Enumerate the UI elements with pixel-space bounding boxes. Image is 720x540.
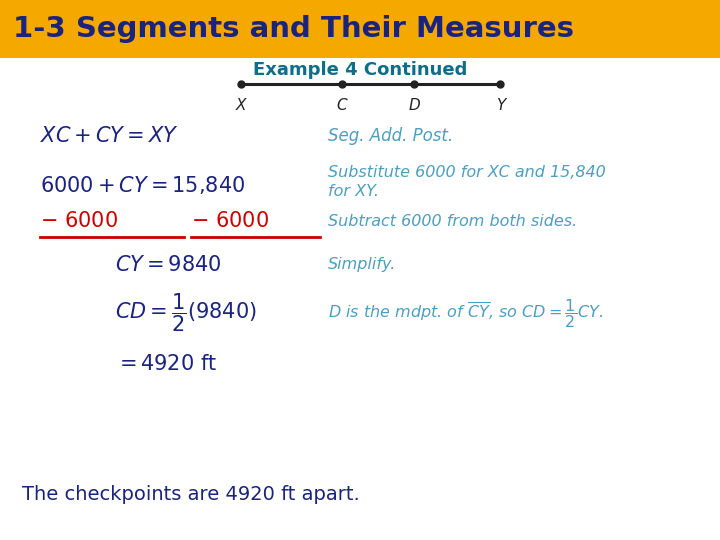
Bar (0, 0, 720, 58)
Text: D: D (408, 98, 420, 113)
Text: Y: Y (495, 98, 505, 113)
Text: Substitute 6000 for XC and 15,840: Substitute 6000 for XC and 15,840 (328, 165, 606, 180)
Text: Subtract 6000 from both sides.: Subtract 6000 from both sides. (328, 214, 577, 229)
Text: X: X (236, 98, 246, 113)
Text: $-\ 6000$: $-\ 6000$ (191, 211, 269, 232)
Text: $6000 + CY = 15{,}840$: $6000 + CY = 15{,}840$ (40, 174, 245, 195)
Text: $XC + CY = XY$: $XC + CY = XY$ (40, 126, 179, 146)
Text: Example 4 Continued: Example 4 Continued (253, 61, 467, 79)
Text: The checkpoints are 4920 ft apart.: The checkpoints are 4920 ft apart. (22, 484, 359, 504)
Text: C: C (337, 98, 347, 113)
Text: $CD = \dfrac{1}{2}(9840)$: $CD = \dfrac{1}{2}(9840)$ (115, 292, 257, 334)
Text: Simplify.: Simplify. (328, 257, 396, 272)
Text: for XY.: for XY. (328, 184, 379, 199)
Text: $-\ 6000$: $-\ 6000$ (40, 211, 117, 232)
Text: $CY = 9840$: $CY = 9840$ (115, 254, 222, 275)
Text: $D$ is the mdpt. of $\overline{CY}$, so $CD = \dfrac{1}{2}CY$.: $D$ is the mdpt. of $\overline{CY}$, so … (328, 296, 603, 330)
Text: $= 4920\ \mathrm{ft}$: $= 4920\ \mathrm{ft}$ (115, 354, 217, 375)
Text: Seg. Add. Post.: Seg. Add. Post. (328, 127, 453, 145)
Text: 1-3 Segments and Their Measures: 1-3 Segments and Their Measures (13, 15, 574, 43)
